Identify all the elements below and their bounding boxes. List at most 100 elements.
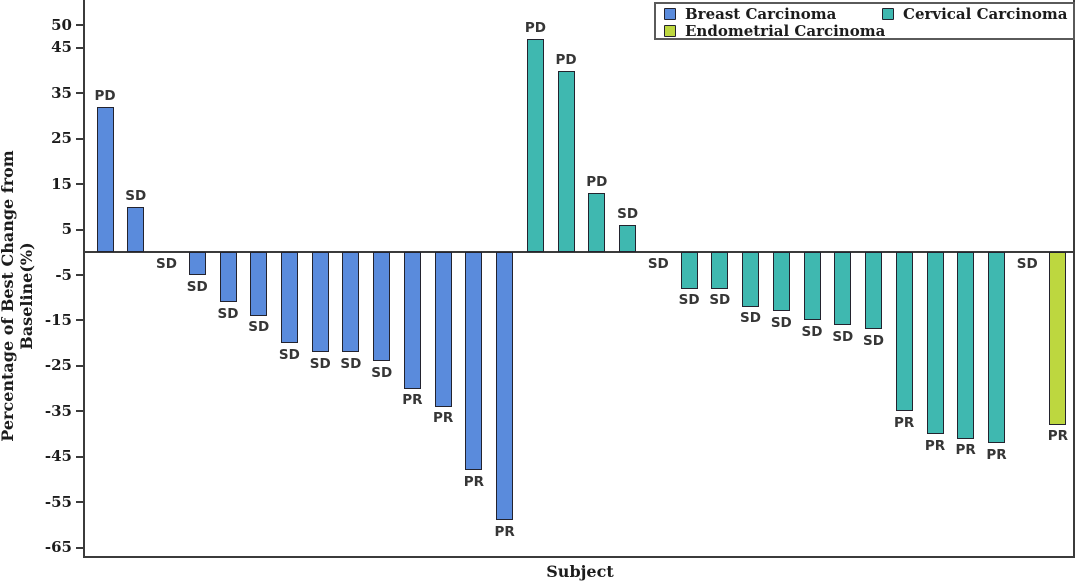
y-tick-mark <box>76 228 83 231</box>
bar <box>926 252 944 434</box>
bar-response-label: PD <box>94 87 116 104</box>
bar-response-label: PD <box>524 19 546 36</box>
bar <box>742 252 759 307</box>
bar-response-label: PR <box>986 446 1007 463</box>
bar-response-label: PR <box>494 523 515 540</box>
bar <box>219 252 237 303</box>
bar <box>803 252 821 321</box>
bar <box>96 106 114 253</box>
y-tick-label: -5 <box>55 265 72 284</box>
bar-response-label: PR <box>463 473 485 490</box>
bar-response-label: SD <box>340 355 362 372</box>
bar-response-label: PD <box>555 51 577 68</box>
legend-label-breast: Breast Carcinoma <box>685 5 837 23</box>
bottom-spine <box>83 556 1075 558</box>
breast-carcinoma-swatch-icon <box>664 8 676 20</box>
bar <box>1049 252 1067 425</box>
y-tick-mark <box>76 546 83 549</box>
y-tick-mark <box>76 24 83 27</box>
legend-label-cervical: Cervical Carcinoma <box>903 5 1068 23</box>
bar <box>342 252 360 353</box>
bar <box>988 252 1005 444</box>
endometrial-carcinoma-swatch-icon <box>664 25 676 37</box>
bar-response-label: SD <box>278 346 300 363</box>
y-axis-title: Percentage of Best Change from Baseline(… <box>0 150 36 442</box>
bar-response-label: SD <box>309 355 331 372</box>
bar-response-label: SD <box>770 314 792 331</box>
y-tick-label: -25 <box>44 356 72 375</box>
bar-response-label: PR <box>955 442 976 459</box>
bar <box>711 252 729 289</box>
bar-response-label: SD <box>801 323 823 340</box>
y-tick-mark <box>76 410 83 413</box>
bar-response-label: PR <box>1047 428 1069 445</box>
bar-response-label: SD <box>248 319 270 336</box>
y-tick-mark <box>76 92 83 95</box>
bar-response-label: SD <box>832 328 854 345</box>
bar <box>434 252 452 407</box>
bar-response-label: SD <box>709 292 731 309</box>
y-tick-mark <box>76 183 83 186</box>
bar-response-label: PD <box>586 174 608 191</box>
y-tick-label: 45 <box>51 38 72 57</box>
bar <box>188 252 206 275</box>
y-tick-mark <box>76 274 83 276</box>
bar-response-label: SD <box>678 292 700 309</box>
bar <box>588 193 606 253</box>
legend-label-endometrial: Endometrial Carcinoma <box>685 22 886 40</box>
bar <box>280 252 298 344</box>
bar-response-label: PR <box>432 410 454 427</box>
cervical-carcinoma-swatch-icon <box>882 8 894 20</box>
bar-response-label: SD <box>617 206 639 222</box>
bar <box>865 252 882 330</box>
left-spine <box>83 0 85 557</box>
bar <box>496 252 514 521</box>
y-tick-label: 5 <box>61 220 72 239</box>
y-tick-mark <box>76 46 83 49</box>
bar <box>557 70 575 253</box>
bar-response-label: PR <box>924 437 946 454</box>
y-tick-label: 25 <box>51 129 72 148</box>
bar <box>680 252 698 289</box>
bar <box>250 252 268 316</box>
bar-response-label: SD <box>740 310 761 327</box>
bar <box>403 252 421 389</box>
y-tick-mark <box>76 319 83 322</box>
bar-response-label: SD <box>647 255 669 272</box>
y-tick-label: -15 <box>44 310 72 329</box>
y-tick-label: -55 <box>44 492 72 511</box>
legend: Breast Carcinoma Cervical Carcinoma Endo… <box>654 2 1075 40</box>
bar <box>772 252 790 312</box>
bar-response-label: PR <box>894 414 915 431</box>
y-tick-label: -35 <box>44 401 72 420</box>
bar-response-label: SD <box>1016 255 1038 272</box>
bar <box>465 252 483 471</box>
bar <box>127 206 145 253</box>
y-tick-mark <box>76 501 83 504</box>
bar <box>895 252 913 412</box>
y-tick-mark <box>76 455 83 458</box>
bar <box>373 252 391 362</box>
bar <box>619 225 637 253</box>
right-spine <box>1073 0 1075 557</box>
bar <box>957 252 975 439</box>
bar-response-label: SD <box>156 255 177 272</box>
bar <box>834 252 852 325</box>
y-tick-label: 50 <box>51 15 72 34</box>
x-axis-title: Subject <box>546 562 614 581</box>
bar <box>526 38 544 253</box>
bar <box>311 252 329 353</box>
bar-response-label: SD <box>863 333 884 349</box>
y-tick-label: -65 <box>44 538 72 557</box>
bar-response-label: SD <box>371 364 393 381</box>
y-tick-label: -45 <box>44 447 72 466</box>
bar-response-label: PR <box>402 392 423 409</box>
bar-response-label: SD <box>125 187 147 204</box>
bar-response-label: SD <box>217 305 239 322</box>
y-tick-mark <box>76 137 83 140</box>
y-tick-label: 15 <box>51 174 72 193</box>
zero-baseline <box>84 251 1074 253</box>
bar-response-label: SD <box>186 278 208 295</box>
y-tick-label: 35 <box>51 83 72 102</box>
